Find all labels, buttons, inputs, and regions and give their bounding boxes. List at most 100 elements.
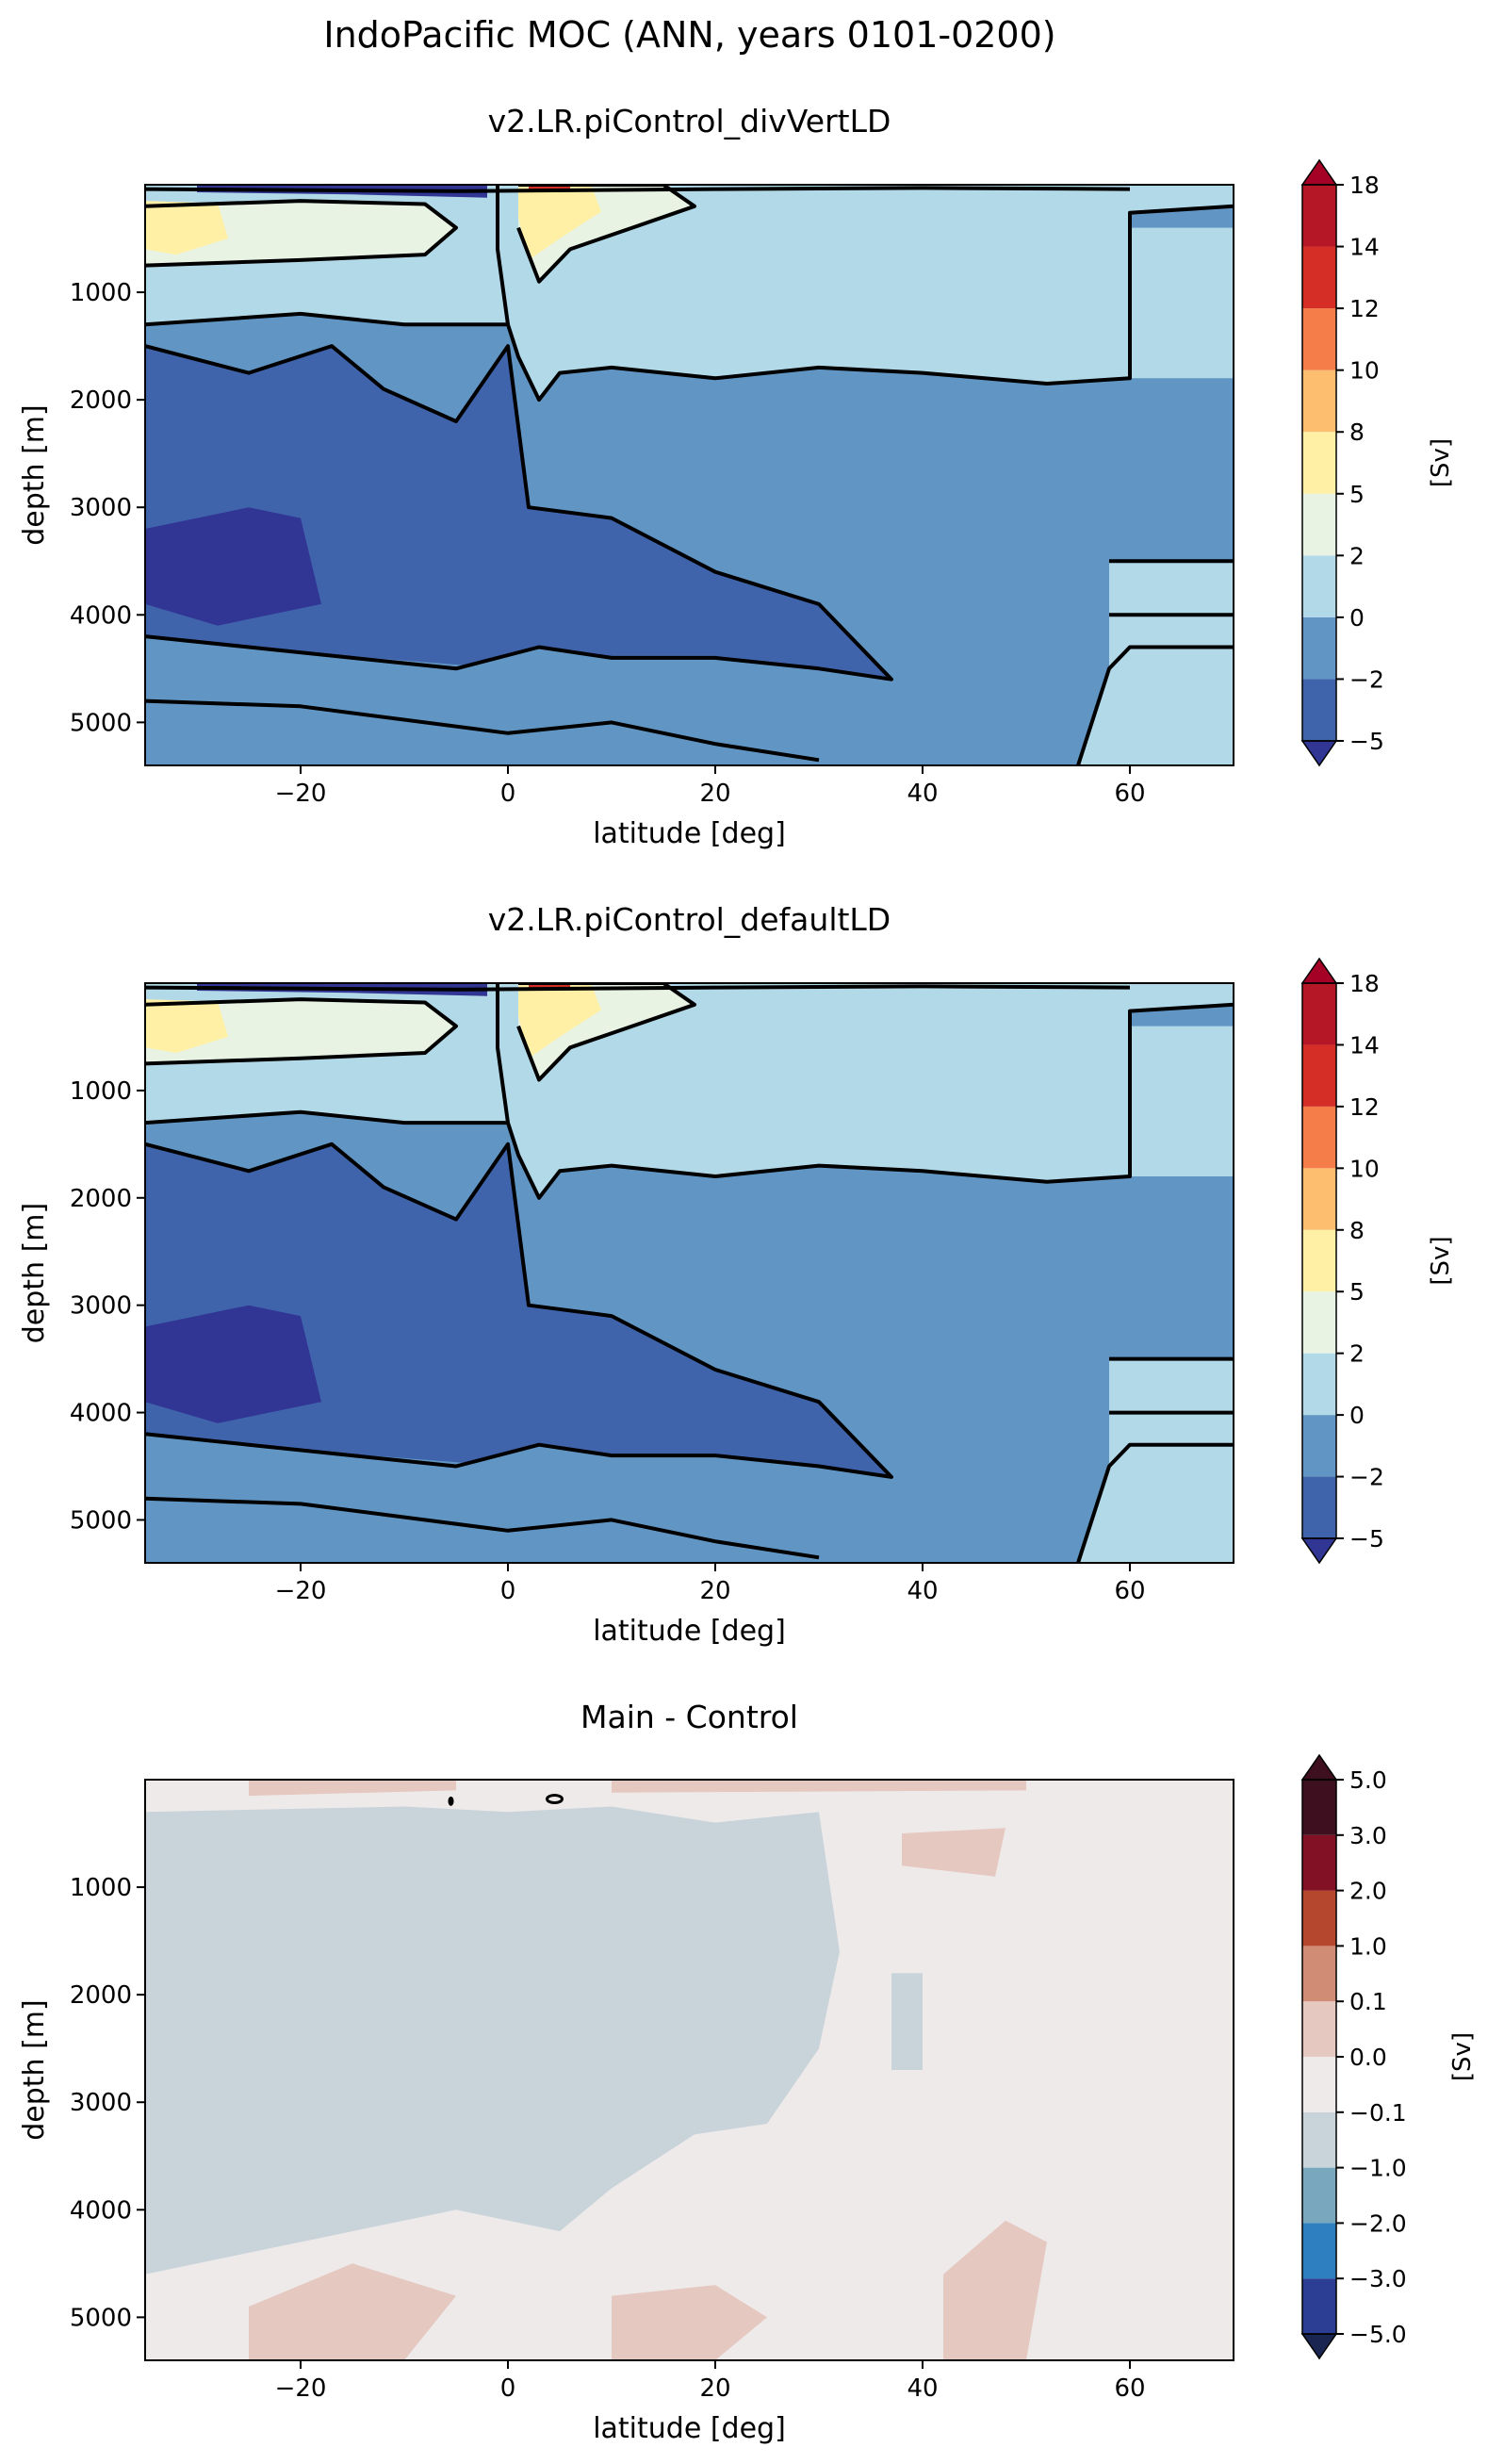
x-tick-label: −20 [275, 2374, 327, 2403]
y-tick-label: 4000 [70, 2196, 132, 2225]
x-tick-label: 0 [500, 1577, 516, 1605]
y-tick-label: 2000 [70, 1185, 132, 1213]
contour-north-deep-3 [1076, 1442, 1234, 1563]
colorbar-band [1302, 1834, 1336, 1891]
region-south-core [145, 999, 228, 1053]
colorbar-band [1302, 1291, 1336, 1354]
colorbar-tick-label: 10 [1349, 357, 1380, 385]
colorbar-band [1302, 983, 1336, 1045]
y-tick-label: 3000 [70, 2089, 132, 2117]
colorbar: −5 −2 0 2 5 8 10 12 14 18 [Sv] [1300, 957, 1455, 1565]
colorbar-tick-label: −5.0 [1349, 2321, 1407, 2348]
colorbar-tick-label: 0 [1349, 604, 1365, 632]
chart-panel-1: v2.LR.piControl_divVertLD−20 0 20 40 6010002… [18, 103, 1455, 850]
colorbar-tick-label: −5 [1349, 1525, 1384, 1552]
colorbar-tick-label: 0.0 [1349, 2044, 1387, 2071]
contour-deep-negative [145, 344, 893, 682]
colorbar-tick-label: −2 [1349, 665, 1384, 693]
region-deep-core [145, 1305, 321, 1423]
contour-equator [496, 983, 510, 1124]
region-deep-positive-3 [943, 2220, 1047, 2360]
colorbar-label: [Sv] [1448, 2032, 1477, 2081]
x-tick-label: 40 [907, 1577, 938, 1605]
colorbar-band [1302, 1476, 1336, 1538]
colorbar-tick-label: −3.0 [1349, 2265, 1407, 2292]
chart-title: v2.LR.piControl_divVertLD [488, 103, 891, 140]
colorbar-band [1302, 1168, 1336, 1230]
colorbar-tick-label: 2 [1349, 1340, 1365, 1368]
region-deep-negative [145, 346, 891, 680]
colorbar: −5.0 −3.0 −2.0 −1.0 −0.1 0.0 0.1 1.0 2.0 3.0 5.0 [S… [1300, 1753, 1477, 2360]
y-axis-label: depth [m] [18, 1999, 51, 2141]
colorbar-tick-label: 3.0 [1349, 1822, 1387, 1849]
y-tick-label: 5000 [70, 709, 132, 737]
axes-frame [144, 184, 1234, 766]
x-tick-label: 20 [699, 780, 730, 808]
x-tick-label: 40 [907, 780, 938, 808]
colorbar-tick-label: 5.0 [1349, 1766, 1387, 1794]
colorbar-band [1302, 432, 1336, 494]
colorbar-band [1302, 1106, 1336, 1169]
colorbar-band [1302, 1415, 1336, 1477]
x-tick-label: 60 [1114, 780, 1145, 808]
chart-title: v2.LR.piControl_defaultLD [488, 901, 891, 938]
contour-bottom [145, 698, 820, 763]
x-tick-label: −20 [275, 780, 327, 808]
region-south-positive [145, 999, 456, 1064]
y-tick-label: 5000 [70, 1506, 132, 1535]
chart-panel-2: v2.LR.piControl_defaultLD−20 0 20 40 6010002… [18, 901, 1455, 1648]
colorbar-band [1302, 1229, 1336, 1292]
x-axis-label: latitude [deg] [593, 817, 786, 850]
colorbar-band [1302, 1044, 1336, 1107]
region-north-negative [891, 1973, 923, 2070]
region-surface-positive-1 [249, 1780, 456, 1797]
colorbar-band [1302, 246, 1336, 309]
region-bottom [145, 1444, 974, 1563]
y-tick-label: 4000 [70, 601, 132, 630]
colorbar-tick-label: −5 [1349, 728, 1384, 755]
y-tick-label: 2000 [70, 386, 132, 415]
x-axis-label: latitude [deg] [593, 2412, 786, 2445]
y-tick-label: 3000 [70, 1292, 132, 1321]
contour-bottom [145, 1496, 820, 1560]
contour-small-loop-2 [448, 1796, 454, 1806]
x-tick-label: 20 [699, 2374, 730, 2403]
colorbar-band [1302, 2111, 1336, 2168]
x-tick-label: 20 [699, 1577, 730, 1605]
colorbar-band [1302, 2278, 1336, 2334]
colorbar: −5 −2 0 2 5 8 10 12 14 18 [Sv] [1300, 158, 1455, 767]
contour-north-deep-3 [1076, 645, 1234, 765]
colorbar-tick-label: −2 [1349, 1464, 1384, 1491]
y-tick-label: 5000 [70, 2304, 132, 2332]
contour-north-positive [516, 185, 696, 284]
contour-zero-upper [145, 1002, 1234, 1200]
colorbar-band [1302, 2057, 1336, 2112]
panels: v2.LR.piControl_divVertLD−20 0 20 40 6010002… [18, 103, 1477, 2445]
axes-frame [144, 1779, 1234, 2361]
y-tick-label: 2000 [70, 1981, 132, 2010]
region-deep-positive-1 [249, 2263, 456, 2360]
plot-area [145, 1780, 1234, 2360]
colorbar-tick-label: 1.0 [1349, 1932, 1387, 1960]
colorbar-tick-label: 14 [1349, 234, 1380, 261]
plot-area [145, 983, 1234, 1563]
x-tick-label: 40 [907, 2374, 938, 2403]
region-north-positive [902, 1828, 1005, 1877]
colorbar-band [1302, 308, 1336, 370]
region-south-negative [145, 1806, 840, 2275]
y-tick-label: 1000 [70, 1077, 132, 1106]
colorbar-tick-label: 10 [1349, 1155, 1380, 1182]
chart-title: Main - Control [580, 1699, 798, 1735]
axes-frame [144, 982, 1234, 1564]
colorbar-band [1302, 370, 1336, 433]
region-south-positive [145, 201, 456, 266]
region-north-core [518, 983, 601, 1059]
colorbar-band [1302, 1353, 1336, 1416]
colorbar-tick-label: 0 [1349, 1402, 1365, 1429]
region-deep-negative [145, 1143, 891, 1477]
colorbar-extend-max [1300, 1753, 1338, 1781]
contour-surface [145, 186, 1131, 193]
colorbar-tick-label: −2.0 [1349, 2209, 1407, 2237]
figure-suptitle: IndoPacific MOC (ANN, years 0101-0200) [323, 14, 1055, 56]
